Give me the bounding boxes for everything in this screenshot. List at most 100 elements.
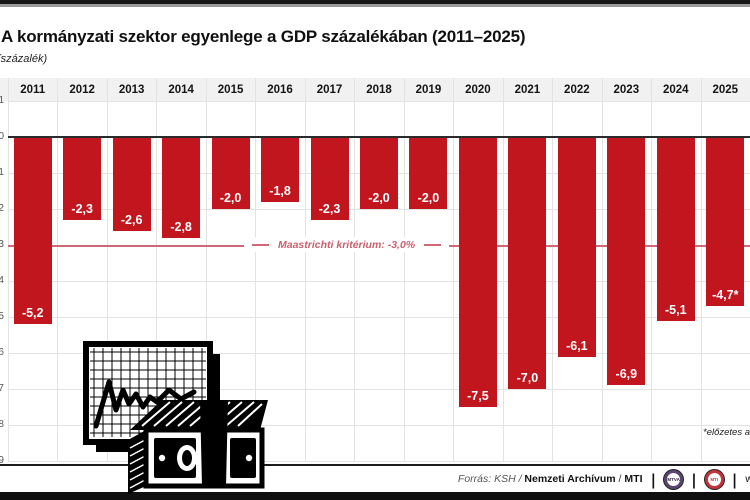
bar-2022: -6,1 (557, 137, 596, 357)
source-archive: Nemzeti Archívum (524, 473, 616, 485)
y-tick-label: 1 (0, 95, 4, 106)
bar-value-2011: -5,2 (21, 306, 44, 320)
year-label-2012: 2012 (69, 84, 95, 96)
y-tick-label: -6 (0, 347, 4, 358)
horizontal-gridline (8, 281, 750, 282)
bar-value-2017: -2,3 (318, 202, 341, 216)
horizontal-gridline (8, 317, 750, 318)
page-title: A kormányzati szektor egyenlege a GDP sz… (1, 27, 526, 46)
y-tick-label: -4 (0, 275, 4, 286)
bar-value-2024: -5,1 (665, 303, 687, 317)
mti-logo-icon: MTI (704, 469, 724, 489)
top-border-shadow (0, 4, 750, 7)
bar-2019: -2,0 (409, 137, 448, 209)
bar-value-2023: -6,9 (615, 367, 638, 381)
bar-2013: -2,6 (112, 137, 151, 231)
horizontal-gridline (8, 353, 750, 354)
y-tick-label: -8 (0, 419, 4, 430)
mti-logo-text: MTI (710, 476, 719, 482)
top-border (0, 0, 750, 4)
year-label-2018: 2018 (366, 84, 392, 96)
bar-value-2013: -2,6 (120, 213, 143, 227)
footer-separator (0, 464, 750, 466)
vertical-gridline (354, 78, 356, 461)
y-tick-label: -7 (0, 383, 4, 394)
bar-value-2022: -6,1 (566, 339, 588, 353)
y-tick-label: 0 (0, 131, 4, 142)
vertical-gridline (57, 78, 59, 461)
vertical-gridline (205, 78, 207, 461)
vertical-gridline (8, 78, 9, 461)
year-label-2020: 2020 (465, 84, 491, 96)
horizontal-gridline (8, 389, 750, 390)
mtva-logo-text: MTVA (667, 476, 680, 482)
year-label-2017: 2017 (316, 84, 343, 96)
chart-unit-note: (százalék) (0, 53, 48, 65)
bar-2012: -2,3 (63, 137, 102, 220)
zero-axis-line (8, 136, 750, 138)
reference-dash-right (424, 243, 442, 246)
bar-2015: -2,0 (211, 137, 250, 209)
year-label-2019: 2019 (415, 84, 442, 96)
divider-icon: | (732, 470, 737, 488)
bar-2011: -5,2 (13, 137, 52, 324)
bar-2023: -6,9 (607, 137, 646, 385)
year-label-2025: 2025 (712, 84, 739, 96)
divider-icon: | (651, 470, 656, 488)
vertical-gridline (601, 78, 603, 461)
vertical-gridline (156, 78, 158, 461)
vertical-gridline (651, 78, 653, 461)
horizontal-gridline (8, 101, 750, 102)
year-label-2011: 2011 (20, 84, 46, 96)
bar-value-2019: -2,0 (417, 191, 440, 205)
year-label-2013: 2013 (118, 84, 145, 96)
year-label-2016: 2016 (267, 84, 293, 96)
bar-2016: -1,8 (261, 137, 300, 202)
bottom-border (0, 492, 750, 500)
vertical-gridline (403, 78, 405, 461)
bar-2025: -4,7* (706, 137, 745, 306)
y-tick-label: -9 (0, 455, 4, 466)
reference-line-text: Maastrichti kritérium: -3,0% (278, 238, 416, 251)
reference-line-label: Maastrichti kritérium: -3,0% (244, 237, 450, 252)
divider-icon: | (692, 470, 696, 488)
bar-2014: -2,8 (162, 137, 201, 238)
source-prefix: Forrás: KSH / (457, 473, 525, 485)
horizontal-gridline (8, 461, 750, 462)
vertical-gridline (255, 78, 257, 461)
bar-value-2014: -2,8 (170, 220, 192, 234)
year-label-2024: 2024 (662, 84, 689, 96)
vertical-gridline (304, 78, 306, 461)
vertical-gridline (552, 78, 554, 461)
bar-value-2021: -7,0 (516, 371, 539, 385)
bar-value-2025: -4,7* (712, 288, 739, 302)
source-agency: MTI (624, 473, 643, 485)
vertical-gridline (106, 78, 108, 461)
horizontal-gridline (8, 209, 750, 210)
reference-dash-left (252, 243, 269, 246)
y-tick-label: -5 (0, 311, 4, 322)
bar-value-2012: -2,3 (71, 202, 93, 216)
bar-2020: -7,5 (458, 137, 497, 407)
year-label-2021: 2021 (514, 84, 541, 96)
footer-url-fragment: w (745, 473, 750, 485)
bar-2017: -2,3 (310, 137, 349, 220)
bar-value-2015: -2,0 (219, 191, 242, 205)
source-credit: Forrás: KSH / Nemzeti Archívum / MTI (458, 473, 643, 485)
bar-value-2016: -1,8 (269, 184, 291, 198)
year-label-2022: 2022 (564, 84, 590, 96)
mtva-logo-icon: MTVA (664, 469, 684, 489)
bar-2024: -5,1 (656, 137, 695, 321)
y-tick-label: -1 (0, 167, 4, 178)
bar-value-2020: -7,5 (467, 389, 489, 403)
y-tick-label: -2 (0, 203, 4, 214)
vertical-gridline (700, 78, 702, 461)
year-label-2015: 2015 (217, 84, 244, 96)
year-label-2014: 2014 (168, 84, 194, 96)
bar-2021: -7,0 (508, 137, 547, 389)
vertical-gridline (502, 78, 504, 461)
horizontal-gridline (8, 425, 750, 426)
y-tick-label: -3 (0, 239, 4, 250)
bar-value-2018: -2,0 (368, 191, 390, 205)
